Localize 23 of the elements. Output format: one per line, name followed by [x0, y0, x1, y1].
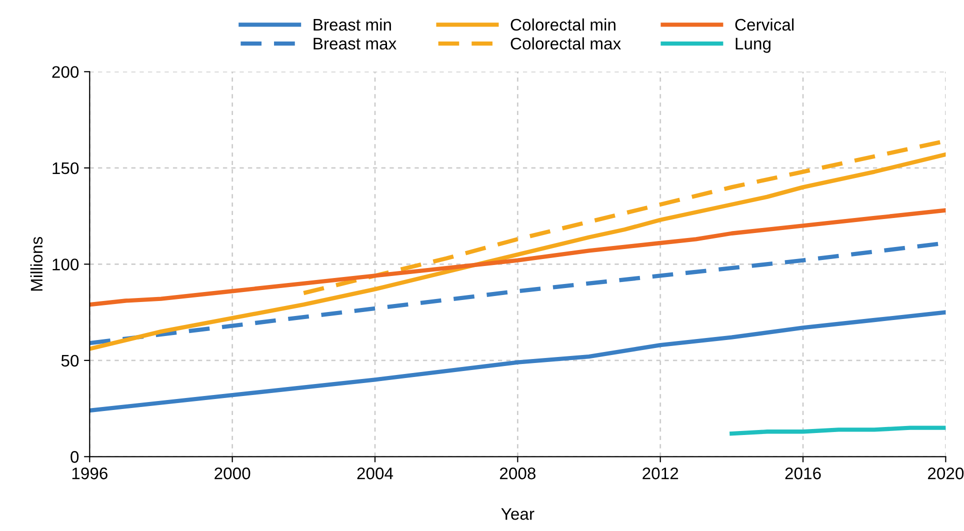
y-tick-label: 0 — [70, 451, 79, 463]
line-series — [90, 208, 946, 307]
x-tick-label: 2008 — [500, 468, 536, 480]
x-tick-label: 1996 — [72, 468, 108, 480]
x-axis-title: Year — [501, 508, 534, 520]
legend-label: Breast min — [314, 18, 391, 31]
x-tick-label: 2020 — [928, 468, 964, 480]
y-tick-label: 100 — [52, 258, 79, 270]
y-tick-label: 150 — [52, 162, 79, 174]
y-axis-title: Millions — [30, 236, 43, 291]
x-tick-label: 2000 — [214, 468, 250, 480]
legend-label: Breast max — [314, 38, 396, 50]
y-tick-label: 200 — [52, 66, 79, 78]
y-tick-label: 50 — [61, 354, 79, 367]
x-tick-label: 2016 — [785, 468, 821, 480]
legend-label: Colorectal min — [510, 18, 616, 31]
legend-label: Lung — [736, 38, 770, 53]
legend-label: Colorectal max — [510, 37, 621, 50]
line-series — [90, 152, 946, 351]
x-tick-label: 2012 — [642, 468, 678, 480]
x-tick-label: 2004 — [357, 468, 394, 480]
line-series — [90, 310, 946, 413]
legend-label: Cervical — [735, 18, 794, 31]
